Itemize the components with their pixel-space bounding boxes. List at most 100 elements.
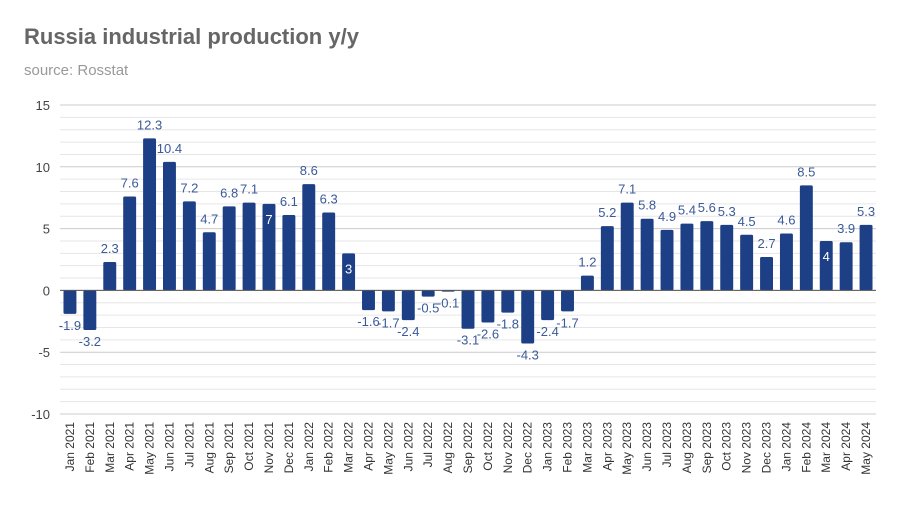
bar <box>222 206 236 291</box>
data-label: -0.5 <box>417 301 439 316</box>
bar <box>143 138 157 291</box>
x-tick-label: Dec 2022 <box>521 422 535 474</box>
x-tick-label: Nov 2022 <box>501 422 515 474</box>
bar <box>521 290 535 344</box>
data-label: 7 <box>265 212 272 227</box>
bar <box>362 290 375 311</box>
data-label: 5.3 <box>857 204 875 219</box>
bar <box>242 202 256 291</box>
data-label: 2.3 <box>101 241 119 256</box>
bar <box>302 184 316 291</box>
bar <box>819 240 833 291</box>
data-label: 3.9 <box>837 221 855 236</box>
bar <box>282 215 296 291</box>
x-tick-label: Feb 2022 <box>322 422 336 473</box>
x-tick-label: Oct 2022 <box>481 422 495 471</box>
data-label: 7.2 <box>180 180 198 195</box>
data-label: 4.9 <box>658 209 676 224</box>
bar <box>760 257 774 291</box>
data-label: 5.4 <box>678 203 696 218</box>
bar <box>660 229 674 291</box>
x-tick-label: Sep 2021 <box>222 422 236 474</box>
x-tick-label: May 2024 <box>859 422 873 475</box>
data-label: 5.6 <box>698 200 716 215</box>
y-tick-label: 15 <box>36 98 50 113</box>
data-label: -3.1 <box>457 333 479 348</box>
bar <box>541 290 555 321</box>
x-tick-label: Jun 2022 <box>401 422 415 472</box>
bar <box>401 290 415 321</box>
bar <box>322 212 336 291</box>
x-tick-label: Jan 2021 <box>63 422 77 472</box>
x-tick-label: Apr 2022 <box>361 422 375 471</box>
x-tick-label: Oct 2021 <box>242 422 256 471</box>
bar <box>123 196 137 291</box>
data-label: 10.4 <box>157 141 182 156</box>
x-tick-label: May 2021 <box>143 422 157 475</box>
data-label: -3.2 <box>79 334 101 349</box>
x-tick-label: Jun 2021 <box>162 422 176 472</box>
x-tick-label: Jan 2022 <box>302 422 316 472</box>
bar <box>421 290 435 297</box>
x-tick-label: Jul 2021 <box>182 422 196 468</box>
x-tick-label: Mar 2022 <box>342 422 356 473</box>
bar <box>63 290 77 314</box>
x-tick-label: Jan 2024 <box>779 422 793 472</box>
data-label: 5.8 <box>638 198 656 213</box>
data-label: 7.6 <box>121 175 139 190</box>
bar <box>481 290 495 323</box>
data-label: 8.6 <box>300 163 318 178</box>
bar <box>799 185 813 291</box>
data-label: 2.7 <box>757 236 775 251</box>
x-tick-label: Feb 2023 <box>561 422 575 473</box>
data-label: -2.6 <box>477 327 499 342</box>
x-tick-label: Aug 2021 <box>202 422 216 474</box>
data-label: 7.1 <box>240 182 258 197</box>
data-label: 7.1 <box>618 182 636 197</box>
x-tick-label: Apr 2023 <box>600 422 614 471</box>
bar <box>779 233 793 291</box>
x-tick-label: Dec 2021 <box>282 422 296 474</box>
x-tick-label: May 2022 <box>381 422 395 475</box>
x-tick-label: Jul 2022 <box>421 422 435 468</box>
data-label: -1.9 <box>59 318 81 333</box>
data-label: 6.8 <box>220 185 238 200</box>
y-tick-label: 5 <box>43 222 50 237</box>
data-label: 3 <box>345 261 352 276</box>
data-label: -1.6 <box>357 314 379 329</box>
y-tick-label: 10 <box>36 160 50 175</box>
bar <box>580 275 594 291</box>
data-label: 4 <box>823 249 830 264</box>
bar <box>680 223 694 291</box>
x-tick-label: Feb 2024 <box>799 422 813 473</box>
data-label: 4.7 <box>200 211 218 226</box>
bar <box>103 261 117 291</box>
x-tick-label: Sep 2022 <box>461 422 475 474</box>
data-label: 6.1 <box>280 194 298 209</box>
chart-title: Russia industrial production y/y <box>24 24 359 49</box>
bar <box>262 203 276 291</box>
bar <box>182 201 196 291</box>
bar <box>640 218 654 291</box>
y-tick-label: 0 <box>43 283 50 298</box>
y-tick-label: -5 <box>38 345 50 360</box>
data-label: 4.5 <box>738 214 756 229</box>
x-tick-label: Nov 2021 <box>262 422 276 474</box>
x-tick-label: Aug 2023 <box>680 422 694 474</box>
data-label: -2.4 <box>536 324 558 339</box>
bar <box>202 232 216 291</box>
bar <box>700 221 714 291</box>
bar <box>720 224 734 291</box>
data-label: -4.3 <box>517 348 539 363</box>
data-label: 12.3 <box>137 117 162 132</box>
data-label: 5.3 <box>718 204 736 219</box>
x-tick-label: Mar 2024 <box>819 422 833 473</box>
bar <box>859 224 873 291</box>
bar <box>839 242 853 291</box>
data-label: 8.5 <box>797 164 815 179</box>
bar <box>461 290 475 329</box>
data-label: -1.7 <box>556 315 578 330</box>
data-label: 5.2 <box>598 205 616 220</box>
data-label: -1.8 <box>497 317 519 332</box>
